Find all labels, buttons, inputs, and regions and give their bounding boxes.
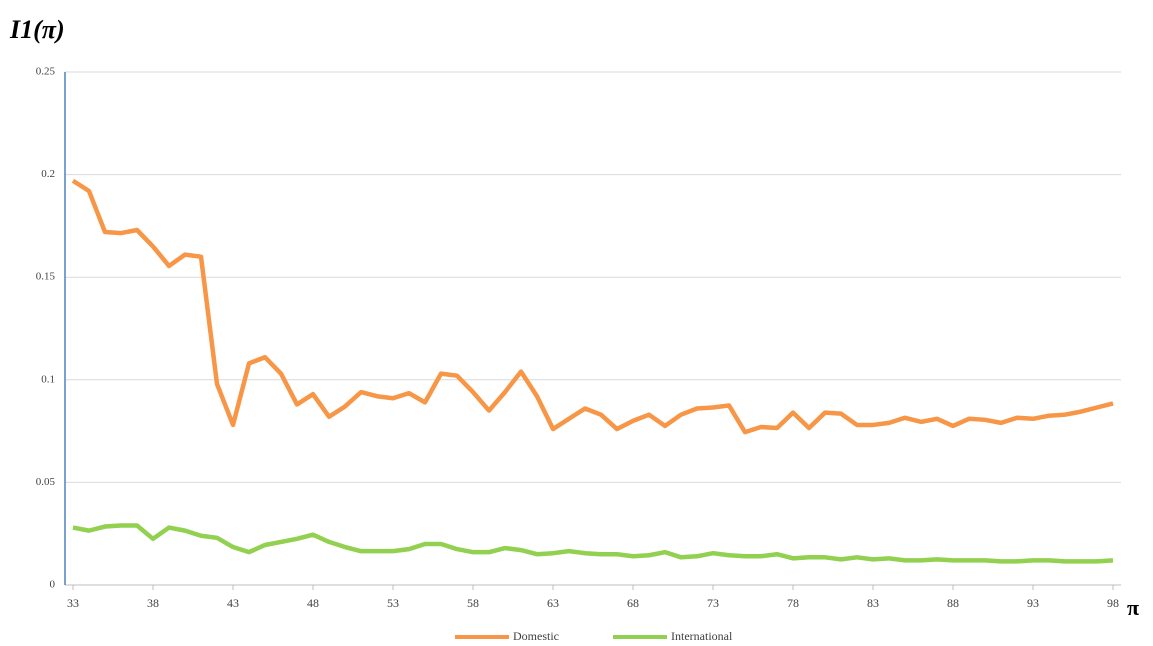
y-tick-label: 0.2 bbox=[41, 168, 55, 180]
x-tick-label: 93 bbox=[1027, 596, 1039, 610]
x-tick-label: 68 bbox=[627, 596, 639, 610]
x-tick-label: 43 bbox=[227, 596, 239, 610]
x-tick-label: 63 bbox=[547, 596, 559, 610]
x-tick-label: 33 bbox=[67, 596, 79, 610]
y-tick-label: 0.15 bbox=[36, 271, 56, 283]
y-tick-label: 0.05 bbox=[36, 476, 56, 488]
x-tick-label: 38 bbox=[147, 596, 159, 610]
x-tick-label: 48 bbox=[307, 596, 319, 610]
x-tick-label: 53 bbox=[387, 596, 399, 610]
legend-label: International bbox=[671, 629, 733, 643]
x-axis-label: π bbox=[1127, 595, 1139, 620]
y-tick-label: 0 bbox=[50, 579, 56, 591]
x-tick-label: 58 bbox=[467, 596, 479, 610]
x-tick-label: 73 bbox=[707, 596, 719, 610]
x-tick-label: 98 bbox=[1107, 596, 1119, 610]
legend-label: Domestic bbox=[513, 629, 559, 643]
line-series bbox=[72, 523, 1114, 564]
y-tick-label: 0.25 bbox=[36, 66, 56, 78]
y-tick-label: 0.1 bbox=[41, 373, 55, 385]
line-series bbox=[71, 178, 1114, 435]
x-tick-label: 83 bbox=[867, 596, 879, 610]
x-tick-label: 88 bbox=[947, 596, 959, 610]
x-tick-label: 78 bbox=[787, 596, 799, 610]
y-axis-label: I1(π) bbox=[9, 15, 65, 44]
